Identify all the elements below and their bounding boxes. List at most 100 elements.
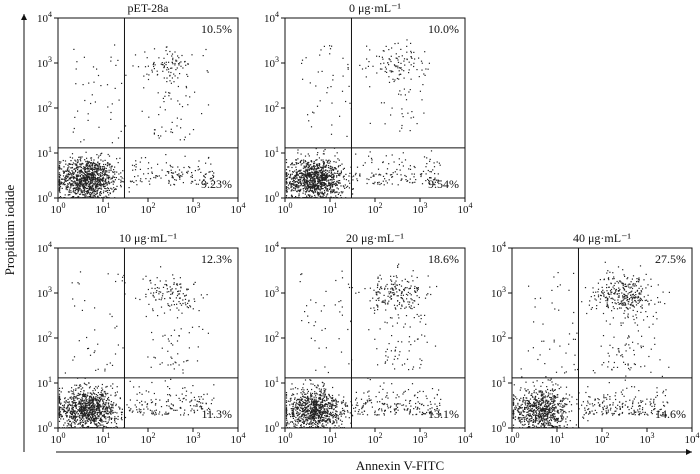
data-point [139,402,141,404]
data-point [405,179,407,181]
data-point [88,176,90,178]
data-point [91,168,93,170]
data-point [326,175,328,177]
data-point [75,404,77,406]
data-point [68,391,70,393]
data-point [82,172,84,174]
data-point [318,420,320,422]
data-point [63,404,66,406]
data-point [86,177,88,179]
data-point [97,368,99,370]
data-point [331,182,333,184]
data-point [313,197,315,199]
data-point [169,92,171,94]
data-point [121,82,123,84]
data-point [110,60,112,62]
data-point [306,166,308,168]
data-point [59,185,62,188]
data-point [95,168,97,170]
data-point [110,187,112,189]
data-point [174,75,176,77]
data-point [87,175,89,177]
data-point [93,162,95,164]
data-point [88,412,90,414]
data-point [100,85,102,87]
data-point [337,180,339,182]
data-point [88,181,90,183]
data-point [326,161,328,163]
data-point [97,407,99,409]
data-point [318,394,320,396]
data-point [80,422,82,424]
data-point [285,161,288,164]
data-point [309,416,311,418]
data-point [306,187,308,189]
data-point [58,186,61,188]
data-point [58,400,61,402]
data-point [311,196,313,198]
data-point [311,422,313,425]
data-point [72,408,74,410]
data-point [168,71,170,73]
data-point [102,166,104,168]
data-point [96,189,98,191]
data-point [79,156,81,158]
data-point [314,196,316,198]
data-point [356,180,359,182]
data-point [317,385,319,387]
data-point [327,165,330,167]
data-point [322,185,324,187]
data-point [92,408,94,410]
data-point [333,183,335,185]
data-point [168,291,170,293]
data-point [295,162,297,164]
data-point [312,173,314,175]
data-point [166,285,168,287]
data-point [410,50,412,52]
data-point [322,185,324,187]
data-point [84,399,86,401]
data-point [198,310,200,312]
data-point [311,417,313,420]
data-point [399,130,401,132]
data-point [87,190,89,192]
data-point [173,368,175,370]
data-point [420,60,423,62]
data-point [341,192,343,194]
data-point [94,307,96,309]
data-point [200,171,202,173]
data-point [313,165,316,167]
data-point [81,411,83,413]
data-point [61,416,63,418]
data-point [287,186,289,189]
data-point [429,182,431,184]
data-point [307,416,309,418]
data-point [292,417,294,419]
data-point [182,173,184,175]
data-point [83,410,85,412]
data-point [80,412,83,414]
data-point [167,399,169,401]
data-point [423,156,426,158]
data-point [109,163,111,165]
data-point [72,164,74,166]
data-point [321,178,323,180]
data-point [378,55,380,58]
data-point [92,66,95,68]
data-point [156,70,158,72]
data-point [153,413,155,415]
data-point [301,389,303,391]
data-point [175,394,177,396]
data-point [92,390,94,392]
data-point [322,382,324,384]
data-point [169,164,171,166]
data-point [92,415,94,418]
data-point [107,188,110,190]
data-point [98,197,100,199]
data-point [315,417,317,419]
data-point [109,417,111,419]
data-point [399,67,401,69]
data-point [87,169,89,171]
data-point [400,94,402,96]
data-point [100,394,102,396]
